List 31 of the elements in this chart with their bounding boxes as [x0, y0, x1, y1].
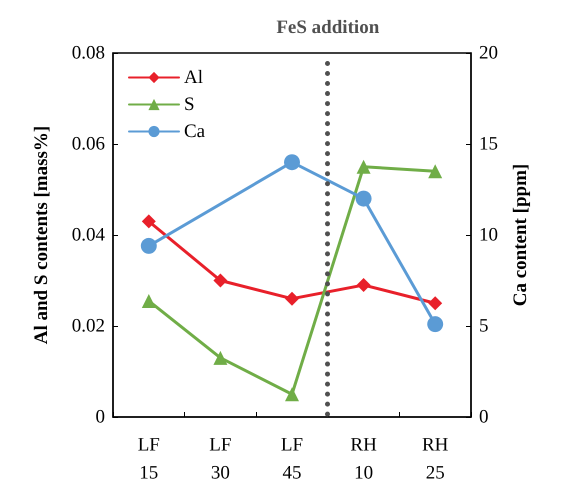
y2-axis-title: Ca content [ppm] — [510, 164, 531, 306]
y-tick-label: 0.04 — [72, 224, 106, 246]
point — [142, 214, 156, 228]
x-tick-label: LF 30 — [209, 434, 232, 484]
legend-label: Ca — [184, 121, 206, 142]
point — [285, 387, 299, 402]
point — [213, 274, 228, 288]
y2-tick-label: 0 — [479, 406, 488, 428]
y2-tick-label: 10 — [479, 224, 498, 246]
y-tick-label: 0 — [96, 406, 105, 428]
x-tick-label: RH 25 — [422, 434, 449, 484]
y2-tick-label: 20 — [479, 42, 498, 64]
legend-label: S — [184, 94, 195, 115]
point — [428, 296, 442, 310]
point — [428, 164, 442, 178]
y2-tick-label: 5 — [479, 316, 488, 336]
y-axis-title: Al and S contents [mass%] — [31, 126, 52, 344]
text: FeS addition — [276, 17, 380, 39]
legend-label: Al — [184, 67, 203, 88]
point — [142, 294, 156, 308]
point — [285, 292, 299, 306]
point — [213, 350, 228, 365]
x-tick-label: RH 10 — [350, 434, 378, 484]
x-tick-label: LF 45 — [280, 434, 304, 484]
y2-tick-label: 15 — [479, 134, 498, 154]
y-tick-label: 0.08 — [72, 42, 105, 64]
y-tick-label: 0.02 — [72, 316, 105, 336]
y-tick-label: 0.06 — [72, 134, 105, 154]
point — [356, 278, 371, 292]
x-tick-label: LF 15 — [138, 434, 160, 484]
point — [356, 160, 371, 174]
